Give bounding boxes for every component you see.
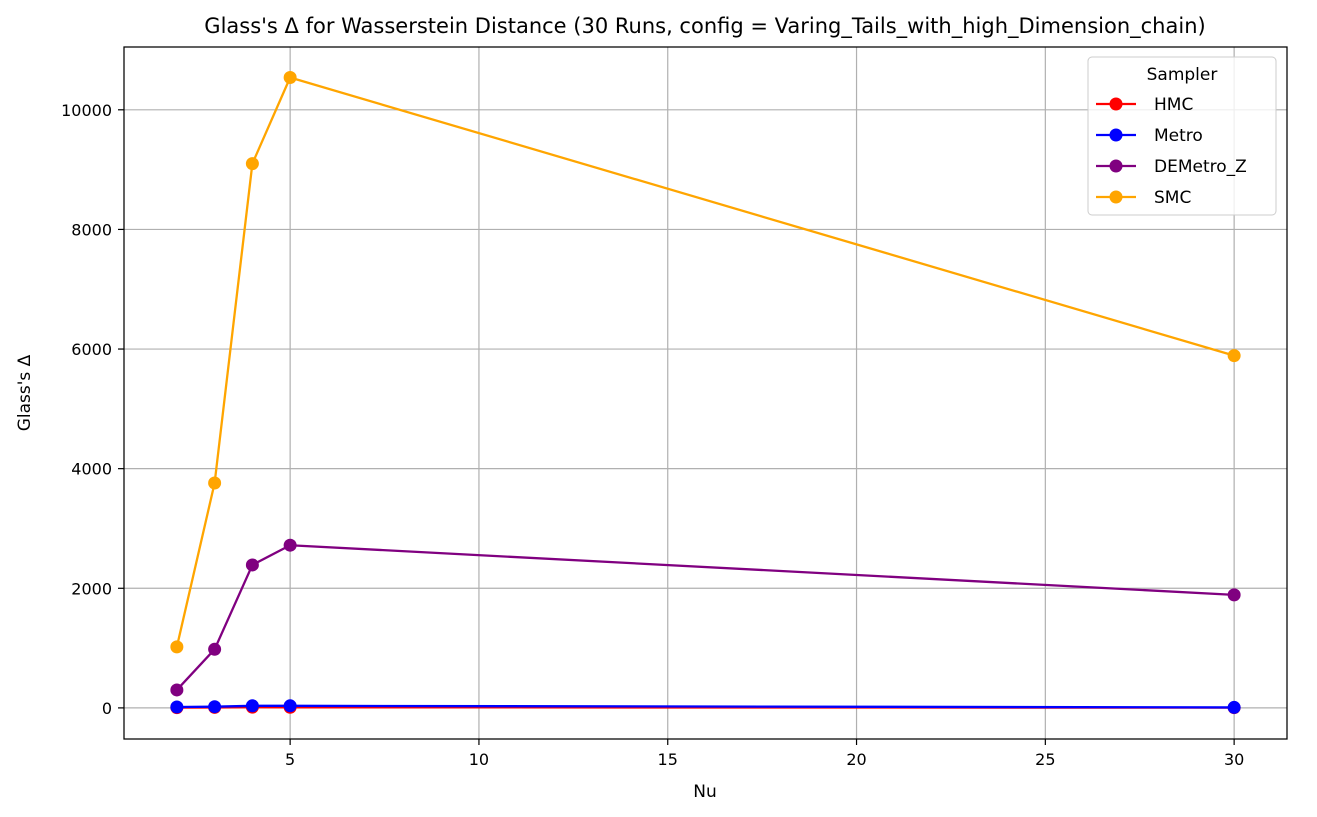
y-axis-ticks: 0 2000 4000 6000 8000 10000	[61, 101, 124, 718]
data-point	[208, 476, 222, 490]
legend-entries: HMC Metro DEMetro_Z SMC	[1096, 95, 1247, 208]
x-tick-label: 30	[1224, 750, 1244, 769]
data-point	[245, 558, 259, 572]
legend-label: SMC	[1154, 188, 1191, 208]
data-point	[283, 71, 297, 85]
x-axis-ticks: 5 10 15 20 25 30	[285, 739, 1244, 769]
data-point	[283, 538, 297, 552]
data-point	[208, 700, 222, 714]
y-tick-label: 2000	[71, 579, 112, 598]
y-axis-label: Glass's Δ	[15, 354, 35, 431]
x-tick-label: 5	[285, 750, 295, 769]
legend: Sampler HMC Metro DEMetro_Z SMC	[1087, 56, 1277, 216]
data-point	[170, 700, 184, 714]
data-point	[1227, 349, 1241, 363]
series-demetro-z	[170, 538, 1241, 697]
legend-marker	[1109, 128, 1123, 142]
data-point	[170, 683, 184, 697]
legend-box	[1087, 56, 1277, 216]
x-tick-label: 25	[1035, 750, 1055, 769]
legend-label: HMC	[1154, 95, 1193, 115]
legend-label: Metro	[1154, 126, 1203, 146]
legend-entry: DEMetro_Z	[1096, 157, 1247, 177]
data-point	[245, 157, 259, 171]
y-tick-label: 0	[102, 699, 112, 718]
y-tick-label: 8000	[71, 220, 112, 239]
y-tick-label: 10000	[61, 101, 112, 120]
y-tick-label: 6000	[71, 340, 112, 359]
data-point	[170, 640, 184, 654]
legend-title: Sampler	[1147, 65, 1218, 85]
plot-frame	[123, 46, 1288, 740]
legend-label: DEMetro_Z	[1154, 157, 1247, 177]
x-axis-label: Nu	[693, 782, 717, 802]
series-layer	[170, 71, 1241, 715]
series-smc	[170, 71, 1241, 654]
chart-title: Glass's Δ for Wasserstein Distance (30 R…	[204, 14, 1205, 39]
legend-marker	[1109, 159, 1123, 173]
series-metro	[170, 699, 1241, 714]
legend-marker	[1109, 97, 1123, 111]
data-point	[1227, 588, 1241, 602]
x-tick-label: 10	[469, 750, 489, 769]
x-tick-label: 15	[658, 750, 678, 769]
legend-entry: Metro	[1096, 126, 1203, 146]
data-point	[245, 699, 259, 713]
legend-entry: SMC	[1096, 188, 1191, 208]
data-point	[208, 642, 222, 656]
data-point	[283, 699, 297, 713]
y-tick-label: 4000	[71, 460, 112, 479]
legend-marker	[1109, 190, 1123, 204]
x-tick-label: 20	[846, 750, 866, 769]
legend-entry: HMC	[1096, 95, 1193, 115]
data-point	[1227, 700, 1241, 714]
